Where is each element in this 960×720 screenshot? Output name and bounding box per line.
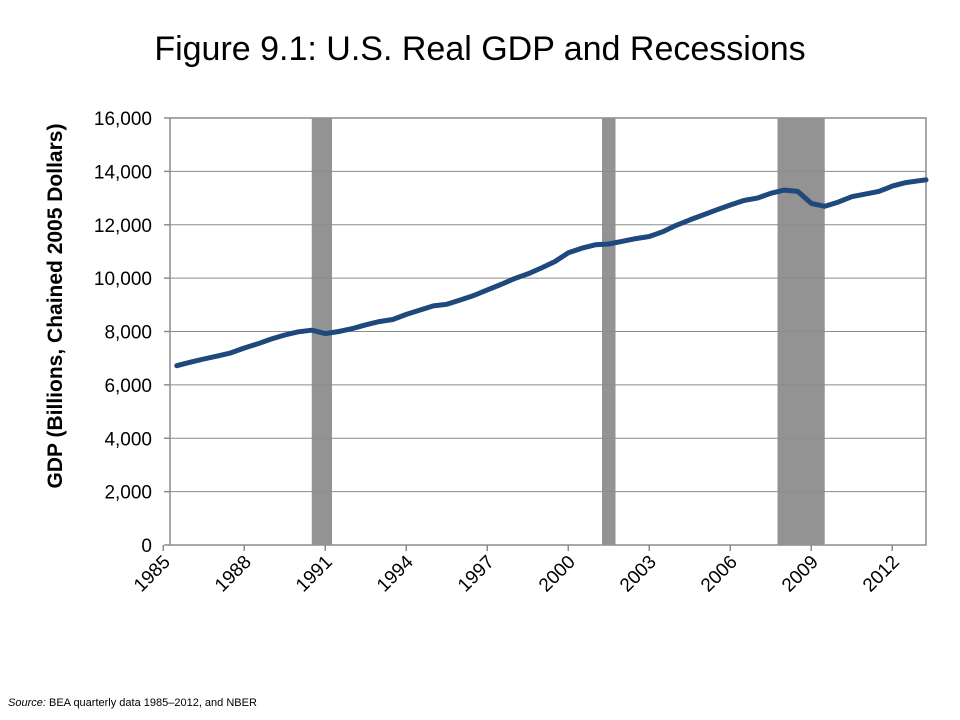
x-tick-label: 2006 bbox=[697, 552, 742, 597]
x-tick-label: 2003 bbox=[616, 552, 661, 597]
y-tick-label: 10,000 bbox=[94, 269, 152, 290]
gdp-line bbox=[174, 177, 929, 369]
source-label: Source: bbox=[8, 697, 46, 709]
y-tick-label: 4,000 bbox=[104, 429, 152, 450]
x-tick-label: 1991 bbox=[292, 552, 337, 597]
y-tick-label: 8,000 bbox=[104, 323, 152, 344]
y-tick-label: 16,000 bbox=[94, 109, 152, 130]
y-tick-label: 0 bbox=[141, 536, 152, 557]
y-tick-label: 12,000 bbox=[94, 216, 152, 237]
y-axis-label: GDP (Billions, Chained 2005 Dollars) bbox=[44, 124, 67, 489]
source-note: Source: BEA quarterly data 1985–2012, an… bbox=[8, 697, 257, 709]
y-axis-ticks: 0 2,000 4,000 6,000 8,000 10,000 12,000 14,000 1… bbox=[94, 109, 170, 557]
y-tick-label: 6,000 bbox=[104, 376, 152, 397]
source-text: BEA quarterly data 1985–2012, and NBER bbox=[45, 697, 257, 709]
x-tick-label: 1985 bbox=[130, 552, 175, 597]
x-tick-label: 1988 bbox=[211, 552, 256, 597]
x-tick-label: 2009 bbox=[778, 552, 823, 597]
y-tick-label: 14,000 bbox=[94, 162, 152, 183]
x-axis-ticks: 1985 1988 1991 1994 1997 2000 2003 2006 2009 2012 bbox=[130, 545, 904, 596]
x-tick-label: 2012 bbox=[859, 552, 904, 597]
gdp-series bbox=[174, 177, 929, 369]
x-tick-label: 1997 bbox=[454, 552, 499, 597]
x-tick-label: 1994 bbox=[373, 551, 418, 596]
chart-title: Figure 9.1: U.S. Real GDP and Recessions bbox=[154, 30, 806, 68]
x-tick-label: 2000 bbox=[535, 552, 580, 597]
y-tick-label: 2,000 bbox=[104, 483, 152, 504]
